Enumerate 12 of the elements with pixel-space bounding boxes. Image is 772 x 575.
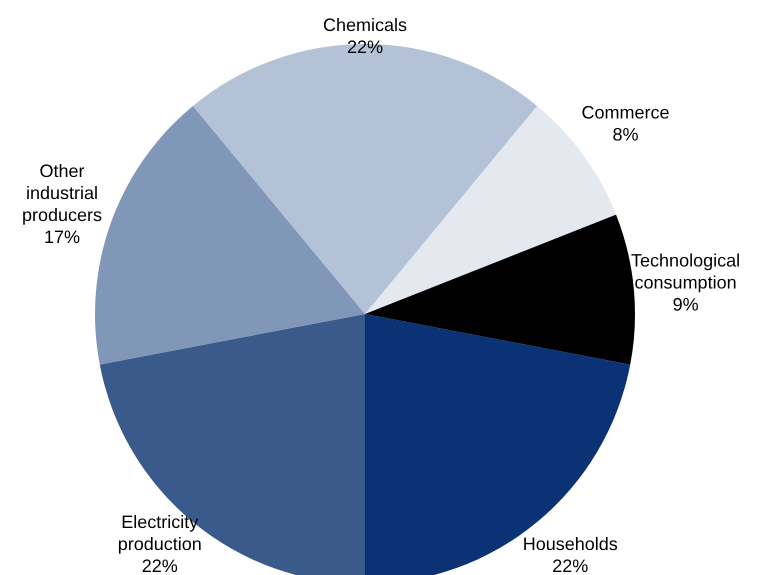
data-label: 22% bbox=[346, 36, 384, 57]
slice-label: Technological consumption bbox=[631, 250, 740, 292]
slice-label: Chemicals bbox=[322, 14, 408, 35]
data-label: 22% bbox=[142, 556, 178, 575]
slice-label: Commerce bbox=[581, 102, 670, 122]
data-label: 9% bbox=[672, 294, 699, 314]
data-label: 22% bbox=[552, 556, 588, 575]
slice-label: Households bbox=[522, 534, 618, 554]
slice-label: Electricity production bbox=[118, 512, 202, 554]
slice-label: Other industrial producers bbox=[22, 160, 102, 225]
data-label: 8% bbox=[612, 124, 639, 144]
data-label: 17% bbox=[44, 226, 80, 247]
